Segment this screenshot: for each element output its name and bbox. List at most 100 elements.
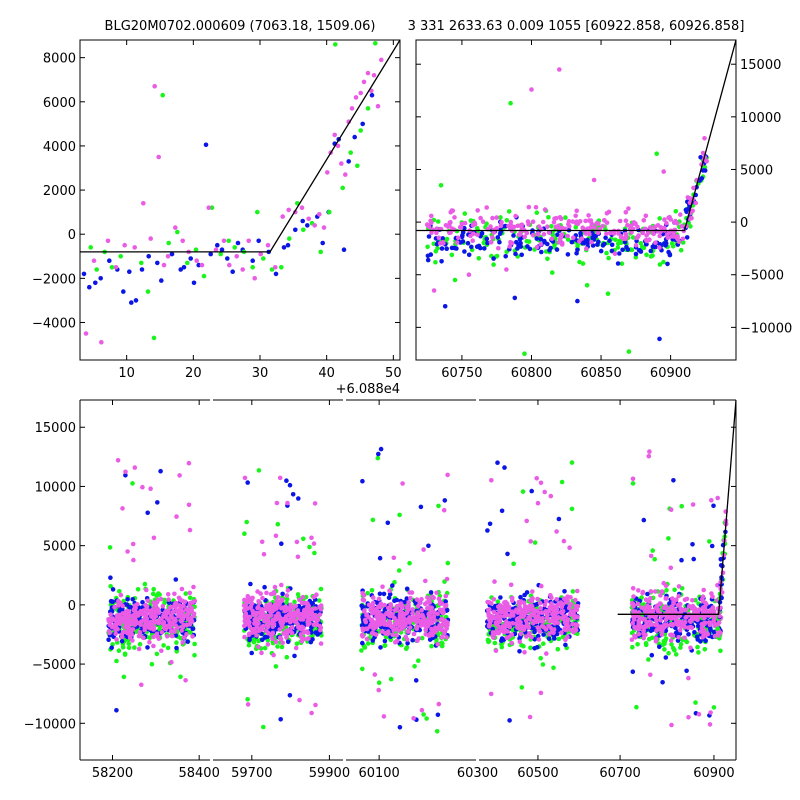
point-green: [429, 643, 434, 649]
point-green: [373, 41, 378, 46]
point-magenta: [457, 225, 463, 230]
point-magenta: [391, 555, 397, 561]
point-green: [287, 236, 292, 241]
y-tick-label: 6000: [43, 96, 76, 111]
point-magenta: [636, 588, 641, 593]
point-magenta: [401, 616, 407, 621]
point-magenta: [268, 613, 274, 618]
point-blue: [698, 639, 703, 644]
point-magenta: [542, 489, 547, 495]
point-magenta: [516, 625, 521, 630]
point-magenta: [157, 620, 162, 625]
point-green: [166, 240, 171, 246]
point-blue: [285, 639, 291, 645]
point-green: [532, 540, 538, 545]
point-magenta: [675, 236, 680, 242]
point-blue: [377, 555, 383, 561]
point-blue: [98, 276, 103, 281]
point-magenta: [122, 242, 127, 248]
point-magenta: [647, 604, 652, 610]
point-blue: [702, 168, 708, 173]
point-green: [261, 256, 266, 261]
point-magenta: [546, 618, 552, 624]
point-magenta: [648, 589, 654, 594]
point-blue: [711, 629, 717, 635]
point-magenta: [183, 613, 188, 619]
point-blue: [690, 542, 695, 547]
point-magenta: [141, 635, 146, 641]
point-green: [549, 224, 554, 229]
point-blue: [413, 678, 419, 683]
point-green: [295, 592, 301, 597]
point-magenta: [623, 231, 629, 237]
point-magenta: [279, 582, 284, 588]
point-green: [498, 215, 503, 220]
point-green: [635, 642, 640, 647]
point-magenta: [489, 601, 494, 606]
point-magenta: [312, 223, 318, 228]
point-blue: [466, 252, 472, 258]
y-tick-label: −2000: [32, 272, 76, 287]
point-magenta: [546, 623, 551, 629]
point-magenta: [156, 154, 161, 160]
point-green: [661, 259, 666, 265]
point-magenta: [527, 714, 533, 720]
point-magenta: [314, 620, 319, 626]
point-green: [185, 260, 190, 266]
point-magenta: [636, 610, 642, 615]
point-magenta: [184, 631, 189, 637]
point-green: [242, 531, 247, 536]
point-green: [151, 335, 157, 341]
x-tick-label: 58200: [92, 766, 133, 781]
point-green: [425, 244, 430, 250]
point-magenta: [436, 701, 442, 707]
point-magenta: [151, 535, 157, 541]
point-magenta: [406, 629, 412, 634]
point-magenta: [567, 545, 572, 550]
outlier-green: [605, 291, 611, 297]
point-magenta: [683, 607, 689, 613]
point-magenta: [379, 57, 384, 63]
outlier-green: [508, 100, 513, 106]
point-magenta: [556, 226, 562, 231]
point-magenta: [132, 603, 138, 608]
x-tick-label: 60750: [441, 366, 482, 381]
point-green: [122, 652, 128, 657]
point-blue: [511, 233, 516, 238]
point-magenta: [511, 613, 516, 618]
point-magenta: [538, 690, 544, 696]
point-magenta: [169, 659, 174, 665]
point-magenta: [487, 617, 492, 622]
point-magenta: [284, 593, 290, 598]
point-blue: [490, 626, 496, 632]
point-magenta: [298, 617, 304, 622]
point-blue: [203, 142, 209, 148]
point-green: [573, 224, 579, 230]
point-magenta: [548, 593, 553, 598]
point-blue: [596, 239, 601, 245]
point-blue: [308, 639, 314, 645]
point-green: [673, 209, 679, 214]
point-magenta: [647, 225, 653, 230]
point-green: [149, 661, 155, 667]
point-magenta: [602, 218, 607, 223]
point-magenta: [173, 604, 178, 610]
point-magenta: [595, 221, 601, 226]
point-magenta: [544, 611, 549, 616]
point-blue: [633, 251, 639, 257]
point-blue: [603, 235, 608, 240]
point-magenta: [493, 648, 499, 653]
point-magenta: [168, 629, 174, 634]
point-blue: [159, 278, 164, 283]
point-magenta: [242, 634, 247, 640]
point-green: [359, 648, 364, 653]
point-magenta: [114, 613, 120, 618]
point-magenta: [242, 607, 248, 613]
point-magenta: [662, 217, 667, 222]
point-magenta: [148, 611, 153, 617]
point-magenta: [567, 612, 573, 617]
point-magenta: [640, 590, 645, 596]
point-magenta: [700, 609, 706, 614]
point-magenta: [470, 238, 476, 243]
x-tick-label: 58400: [178, 766, 219, 781]
